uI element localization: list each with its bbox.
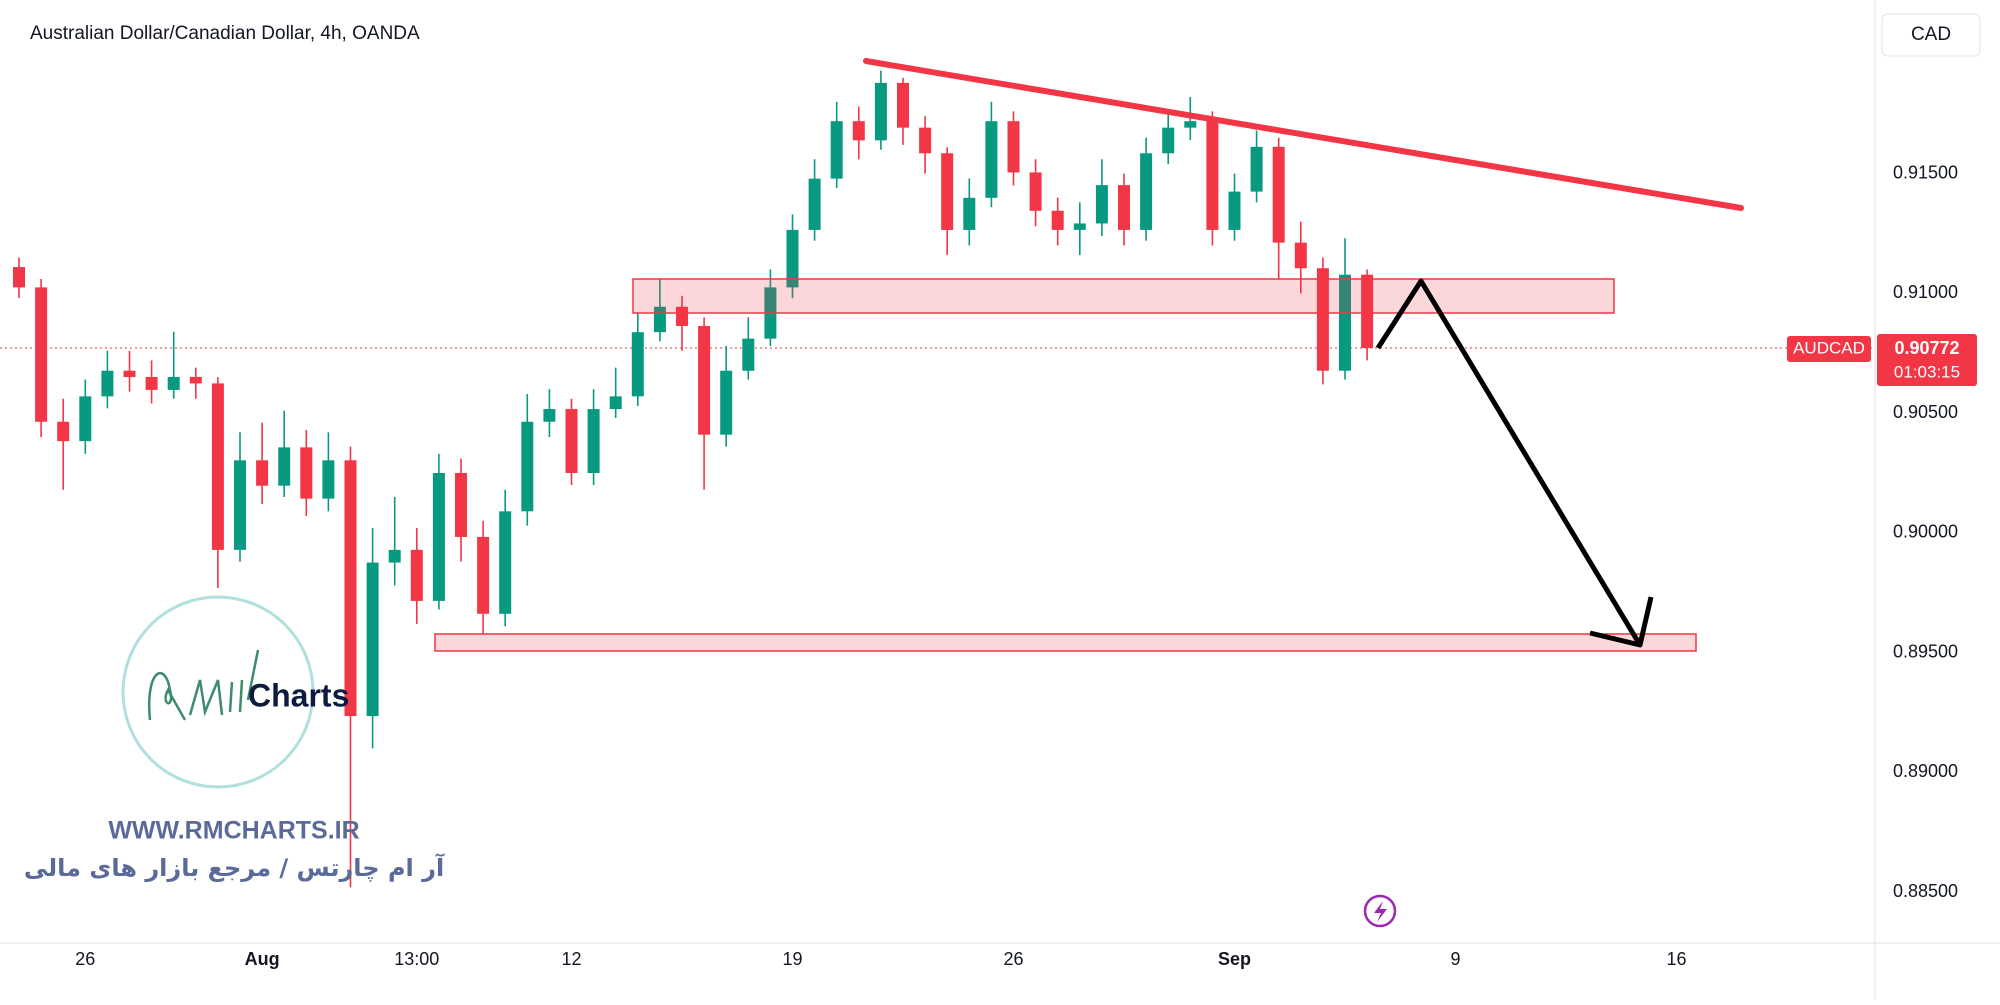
candle-body [808, 178, 821, 230]
events-icon[interactable] [1363, 894, 1397, 928]
candle-body [278, 447, 291, 486]
logo-brand: Charts [248, 677, 349, 713]
symbol-label: AUDCAD [1793, 338, 1865, 357]
x-tick-label: 19 [782, 949, 802, 969]
last-price-label: 0.90772 [1894, 338, 1959, 358]
price-tag [1877, 334, 1977, 386]
x-tick-label: 13:00 [394, 949, 439, 969]
candle-body [499, 511, 512, 614]
candle-body [145, 376, 158, 390]
candle-body [543, 409, 556, 422]
x-tick-label: 9 [1450, 949, 1460, 969]
candle-body [101, 370, 114, 397]
candle-body [830, 121, 843, 179]
candle-body [1272, 146, 1285, 243]
candle-body [587, 409, 600, 473]
y-tick-label: 0.91500 [1893, 162, 1958, 182]
arrow-head [1589, 596, 1654, 648]
candle-body [1206, 121, 1219, 230]
resistance-zone [632, 278, 1615, 314]
candle-body [13, 267, 25, 288]
candle-body [477, 536, 490, 614]
x-tick-label: 26 [1003, 949, 1023, 969]
candle-body [521, 421, 534, 512]
candle-body [57, 421, 70, 442]
candle-body [1029, 172, 1042, 211]
y-tick-label: 0.89000 [1893, 761, 1958, 781]
candle-body [786, 229, 799, 288]
candle-body [79, 396, 92, 442]
candle-body [1095, 185, 1108, 224]
x-tick-label: 12 [561, 949, 581, 969]
candle-body [167, 376, 180, 390]
events-bolt [1374, 901, 1387, 922]
logo-glyph [147, 649, 260, 721]
support-zone [434, 633, 1697, 652]
candle-body [366, 562, 379, 717]
candle-body [609, 396, 622, 410]
candle-body [189, 376, 202, 384]
candle-body [1140, 153, 1153, 230]
symbol-tag [1787, 336, 1871, 362]
x-tick-label: Aug [245, 949, 280, 969]
currency-label: CAD [1911, 24, 1951, 45]
logo-ring [121, 595, 315, 789]
candle-body [1073, 223, 1086, 230]
candle-body [455, 473, 467, 537]
candle-body [742, 338, 755, 371]
plot [0, 70, 1875, 888]
candle-body [410, 549, 423, 601]
candle-body [322, 460, 335, 499]
candle-body [1228, 191, 1241, 230]
watermark-website: WWW.RMCHARTS.IR [108, 817, 359, 845]
candle-body [1361, 274, 1374, 348]
candle-body [941, 153, 954, 230]
chart-title: Australian Dollar/Canadian Dollar, 4h, O… [30, 23, 420, 44]
candle-body [852, 121, 865, 141]
candle-body [388, 549, 401, 563]
candle-body [211, 383, 224, 550]
candle-body [1051, 210, 1064, 230]
x-tick-label: 26 [75, 949, 95, 969]
candle-body [234, 460, 246, 550]
x-tick-label: 16 [1666, 949, 1686, 969]
trend-line [863, 58, 1744, 211]
currency-button[interactable] [1881, 13, 1981, 57]
candle-body [1184, 121, 1197, 128]
candle-body [720, 370, 733, 435]
candle-body [1007, 121, 1020, 173]
candle-body [874, 82, 887, 141]
y-tick-label: 0.90000 [1893, 522, 1958, 542]
candle-body [256, 460, 269, 486]
candle-body [676, 306, 688, 326]
y-tick-label: 0.91000 [1893, 282, 1958, 302]
y-tick-label: 0.90500 [1893, 402, 1958, 422]
candle-body [1294, 242, 1307, 269]
candle-body [300, 447, 313, 499]
candle-body [432, 473, 445, 601]
y-tick-label: 0.89500 [1893, 641, 1958, 661]
candle-body [344, 460, 357, 717]
candle-body [1118, 185, 1130, 230]
candle-body [565, 409, 578, 473]
y-tick-label: 0.88500 [1893, 881, 1958, 901]
bar-countdown: 01:03:15 [1894, 362, 1960, 381]
x-tick-label: Sep [1218, 949, 1251, 969]
candle-body [631, 332, 644, 397]
candle-body [35, 287, 48, 422]
candle-body [1316, 268, 1329, 371]
candle-body [963, 197, 976, 230]
candle-body [1339, 274, 1351, 371]
watermark-tagline: آر ام چارتس / مرجع بازار های مالی [24, 853, 445, 882]
candle-body [123, 370, 136, 377]
projection-arrow [1375, 278, 1643, 647]
candle-body [1162, 127, 1175, 154]
candle-body [698, 325, 711, 435]
candle-body [1250, 146, 1263, 192]
candle-body [897, 82, 909, 128]
candle-body [985, 121, 998, 198]
candle-body [919, 127, 932, 154]
